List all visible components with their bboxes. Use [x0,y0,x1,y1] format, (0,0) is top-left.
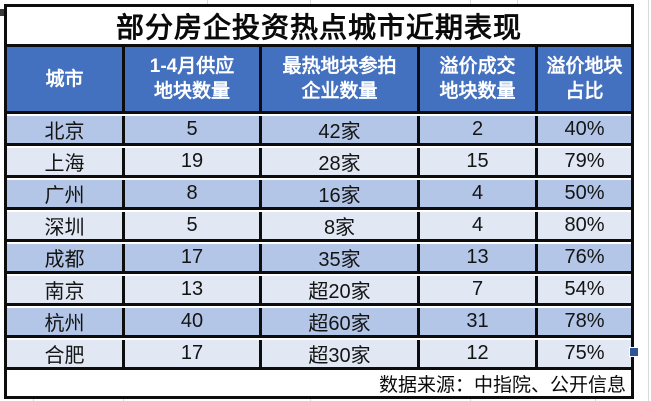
header-cell-premium-deals: 溢价成交 地块数量 [420,47,538,111]
cell-city: 成都 [7,244,125,271]
cell-bidding-companies: 超60家 [262,308,420,335]
cell-premium-deals: 15 [420,148,538,175]
table-row: 广州 8 16家 4 50% [7,180,631,210]
cell-city: 北京 [7,116,125,143]
table-body: 北京 5 42家 2 40% 上海 19 28家 15 79% 广州 8 16家… [7,116,631,370]
cell-city: 合肥 [7,340,125,367]
cell-premium-deals: 31 [420,308,538,335]
cell-city: 深圳 [7,212,125,239]
gridline-top-tick [310,0,311,4]
cell-bidding-companies: 8家 [262,212,420,239]
header-line: 企业数量 [301,81,378,102]
table-title: 部分房企投资热点城市近期表现 [7,7,631,47]
cell-premium-ratio: 75% [564,342,605,364]
cell-city: 南京 [7,276,125,303]
cell-premium-ratio: 54% [564,278,605,300]
header-line: 溢价地块 [546,56,623,77]
cell-premium-ratio: 76% [564,246,605,268]
gridline-bottom-tick [470,397,471,401]
table-row: 上海 19 28家 15 79% [7,148,631,178]
header-line: 占比 [565,81,604,102]
gridline-top-tick [207,0,208,4]
gridline-right [648,0,649,401]
table-row: 南京 13 超20家 7 54% [7,276,631,306]
header-cell-premium-ratio: 溢价地块 占比 [538,47,631,111]
table-header-row: 城市 1-4月供应 地块数量 最热地块参拍 企业数量 溢价成交 地块数量 溢价地… [7,47,631,114]
header-line: 地块数量 [439,81,516,102]
header-cell-bidding-companies: 最热地块参拍 企业数量 [262,47,420,111]
header-line: 地块数量 [153,81,230,102]
cell-premium-deals: 2 [420,116,538,143]
cell-supplied-plots: 17 [125,340,262,367]
gridline-top-tick [470,0,471,4]
cell-city: 杭州 [7,308,125,335]
cell-supplied-plots: 13 [125,276,262,303]
cell-premium-deals: 12 [420,340,538,367]
table-row: 杭州 40 超60家 31 78% [7,308,631,338]
cell-bidding-companies: 超30家 [262,340,420,367]
cell-premium-deals: 13 [420,244,538,271]
cell-supplied-plots: 5 [125,212,262,239]
cell-premium-ratio: 79% [564,150,605,172]
cell-premium-ratio: 80% [564,214,605,236]
gridline-bottom-tick [33,397,34,401]
screenshot-edge-artifact [0,9,4,16]
header-line: 最热地块参拍 [282,56,397,77]
table-row: 合肥 17 超30家 12 75% [7,340,631,370]
cell-premium-deals: 4 [420,180,538,207]
cell-bidding-companies: 28家 [262,148,420,175]
cell-bidding-companies: 42家 [262,116,420,143]
gridline-bottom-tick [595,397,596,401]
header-cell-city: 城市 [7,47,125,111]
header-line: 溢价成交 [439,56,516,77]
selection-fill-handle[interactable] [629,347,639,357]
cell-bidding-companies: 35家 [262,244,420,271]
gridline-bottom-tick [310,397,311,401]
cell-city: 上海 [7,148,125,175]
table-row: 北京 5 42家 2 40% [7,116,631,146]
table-row: 深圳 5 8家 4 80% [7,212,631,242]
header-line: 1-4月供应 [149,56,235,77]
data-table: 部分房企投资热点城市近期表现 城市 1-4月供应 地块数量 最热地块参拍 企业数… [4,4,634,399]
header-line: 城市 [45,68,84,90]
gridline-top-tick [517,0,518,4]
header-cell-supplied-plots: 1-4月供应 地块数量 [125,47,262,111]
cell-supplied-plots: 5 [125,116,262,143]
table-row: 成都 17 35家 13 76% [7,244,631,274]
cell-premium-ratio: 40% [564,118,605,140]
cell-supplied-plots: 8 [125,180,262,207]
cell-bidding-companies: 超20家 [262,276,420,303]
cell-supplied-plots: 19 [125,148,262,175]
cell-premium-ratio: 78% [564,310,605,332]
cell-bidding-companies: 16家 [262,180,420,207]
cell-city: 广州 [7,180,125,207]
cell-premium-ratio: 50% [564,182,605,204]
cell-premium-deals: 7 [420,276,538,303]
cell-supplied-plots: 40 [125,308,262,335]
data-source-note: 数据来源：中指院、公开信息 [7,370,631,396]
cell-supplied-plots: 17 [125,244,262,271]
cell-premium-deals: 4 [420,212,538,239]
gridline-bottom-tick [123,397,124,401]
